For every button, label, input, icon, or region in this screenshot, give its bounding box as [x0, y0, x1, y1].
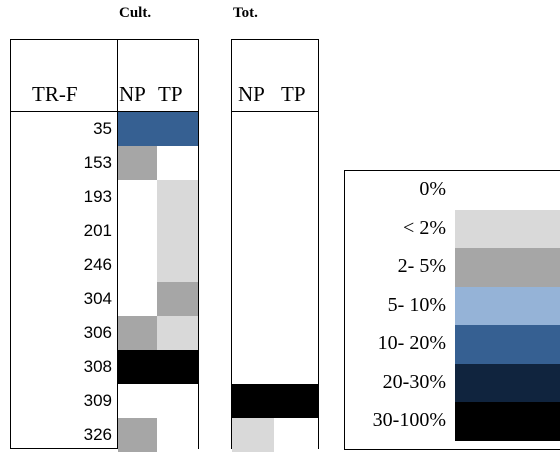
legend-swatch — [455, 402, 560, 441]
heatmap-cell-total-tp — [274, 316, 318, 350]
heatmap-cell-total-tp — [274, 146, 318, 180]
group-label-total: Tot. — [233, 5, 258, 21]
col-label-cult-np: NP — [119, 82, 146, 106]
legend-label: < 2% — [403, 216, 446, 239]
heatmap-cell-total-np — [232, 248, 274, 282]
heatmap-cell-cultured-tp — [157, 418, 198, 452]
heatmap-cell-total-np — [232, 180, 274, 214]
row-label: 309 — [83, 391, 112, 410]
heatmap-cell-cultured-tp — [157, 214, 198, 248]
heatmap-cell-cultured-np — [118, 418, 157, 452]
row-label-divider — [117, 39, 118, 449]
legend-label: 5- 10% — [387, 293, 446, 316]
row-header-label: TR-F — [32, 82, 78, 106]
heatmap-cell-total-np — [232, 418, 274, 452]
heatmap-cell-cultured-tp — [157, 316, 198, 350]
legend-swatch — [455, 325, 560, 364]
heatmap-cell-total-tp — [274, 418, 318, 452]
row-label: 326 — [83, 425, 112, 444]
heatmap-cell-cultured-np — [118, 112, 157, 146]
heatmap-cell-total-np — [232, 350, 274, 384]
heatmap-cell-cultured-tp — [157, 146, 198, 180]
heatmap-cell-cultured-np — [118, 350, 157, 384]
legend-label: 30-100% — [372, 409, 446, 431]
legend-label: 20-30% — [382, 370, 446, 393]
heatmap-cell-cultured-np — [118, 180, 157, 214]
legend-swatch — [455, 248, 560, 287]
group-label-cultured: Cult. — [119, 5, 152, 21]
heatmap-cell-cultured-np — [118, 316, 157, 350]
heatmap-cell-total-tp — [274, 282, 318, 316]
row-label: 193 — [83, 187, 112, 206]
col-label-cult-tp: TP — [158, 82, 183, 106]
legend-label: 0% — [419, 178, 446, 200]
heatmap-cell-total-np — [232, 214, 274, 248]
heatmap-cell-cultured-tp — [157, 248, 198, 282]
heatmap-cell-total-np — [232, 282, 274, 316]
heatmap-cell-cultured-tp — [157, 384, 198, 418]
heatmap-cell-cultured-tp — [157, 112, 198, 146]
row-label: 308 — [83, 357, 112, 376]
legend-swatch — [455, 286, 560, 325]
heatmap-cell-total-tp — [274, 248, 318, 282]
heatmap-cell-cultured-np — [118, 146, 157, 180]
heatmap-cell-total-np — [232, 384, 274, 418]
heatmap-cell-cultured-np — [118, 248, 157, 282]
heatmap-cell-cultured-np — [118, 214, 157, 248]
row-label: 304 — [83, 289, 112, 308]
heatmap-cell-total-np — [232, 316, 274, 350]
heatmap-cell-total-tp — [274, 214, 318, 248]
legend-swatch — [455, 363, 560, 402]
row-label: 246 — [83, 255, 112, 274]
heatmap-cell-total-tp — [274, 180, 318, 214]
heatmap-cell-cultured-tp — [157, 350, 198, 384]
heatmap-cell-total-tp — [274, 112, 318, 146]
col-label-tot-np: NP — [238, 82, 265, 106]
row-label: 306 — [83, 323, 112, 342]
col-label-tot-tp: TP — [281, 82, 306, 106]
heatmap-cell-cultured-tp — [157, 282, 198, 316]
heatmap-cell-cultured-np — [118, 384, 157, 418]
heatmap-cell-total-np — [232, 146, 274, 180]
legend-swatch — [455, 171, 560, 210]
cultured-header-divider — [10, 111, 199, 112]
heatmap-cell-cultured-np — [118, 282, 157, 316]
heatmap-cell-cultured-tp — [157, 180, 198, 214]
legend-label: 10- 20% — [377, 332, 446, 354]
row-label: 201 — [83, 221, 112, 240]
heatmap-cell-total-np — [232, 112, 274, 146]
heatmap-cell-total-tp — [274, 384, 318, 418]
legend-label: 2- 5% — [397, 255, 446, 277]
total-header-divider — [231, 111, 319, 112]
row-label: 153 — [83, 153, 112, 172]
heatmap-cell-total-tp — [274, 350, 318, 384]
row-label: 35 — [93, 119, 112, 138]
legend-swatch — [455, 209, 560, 248]
